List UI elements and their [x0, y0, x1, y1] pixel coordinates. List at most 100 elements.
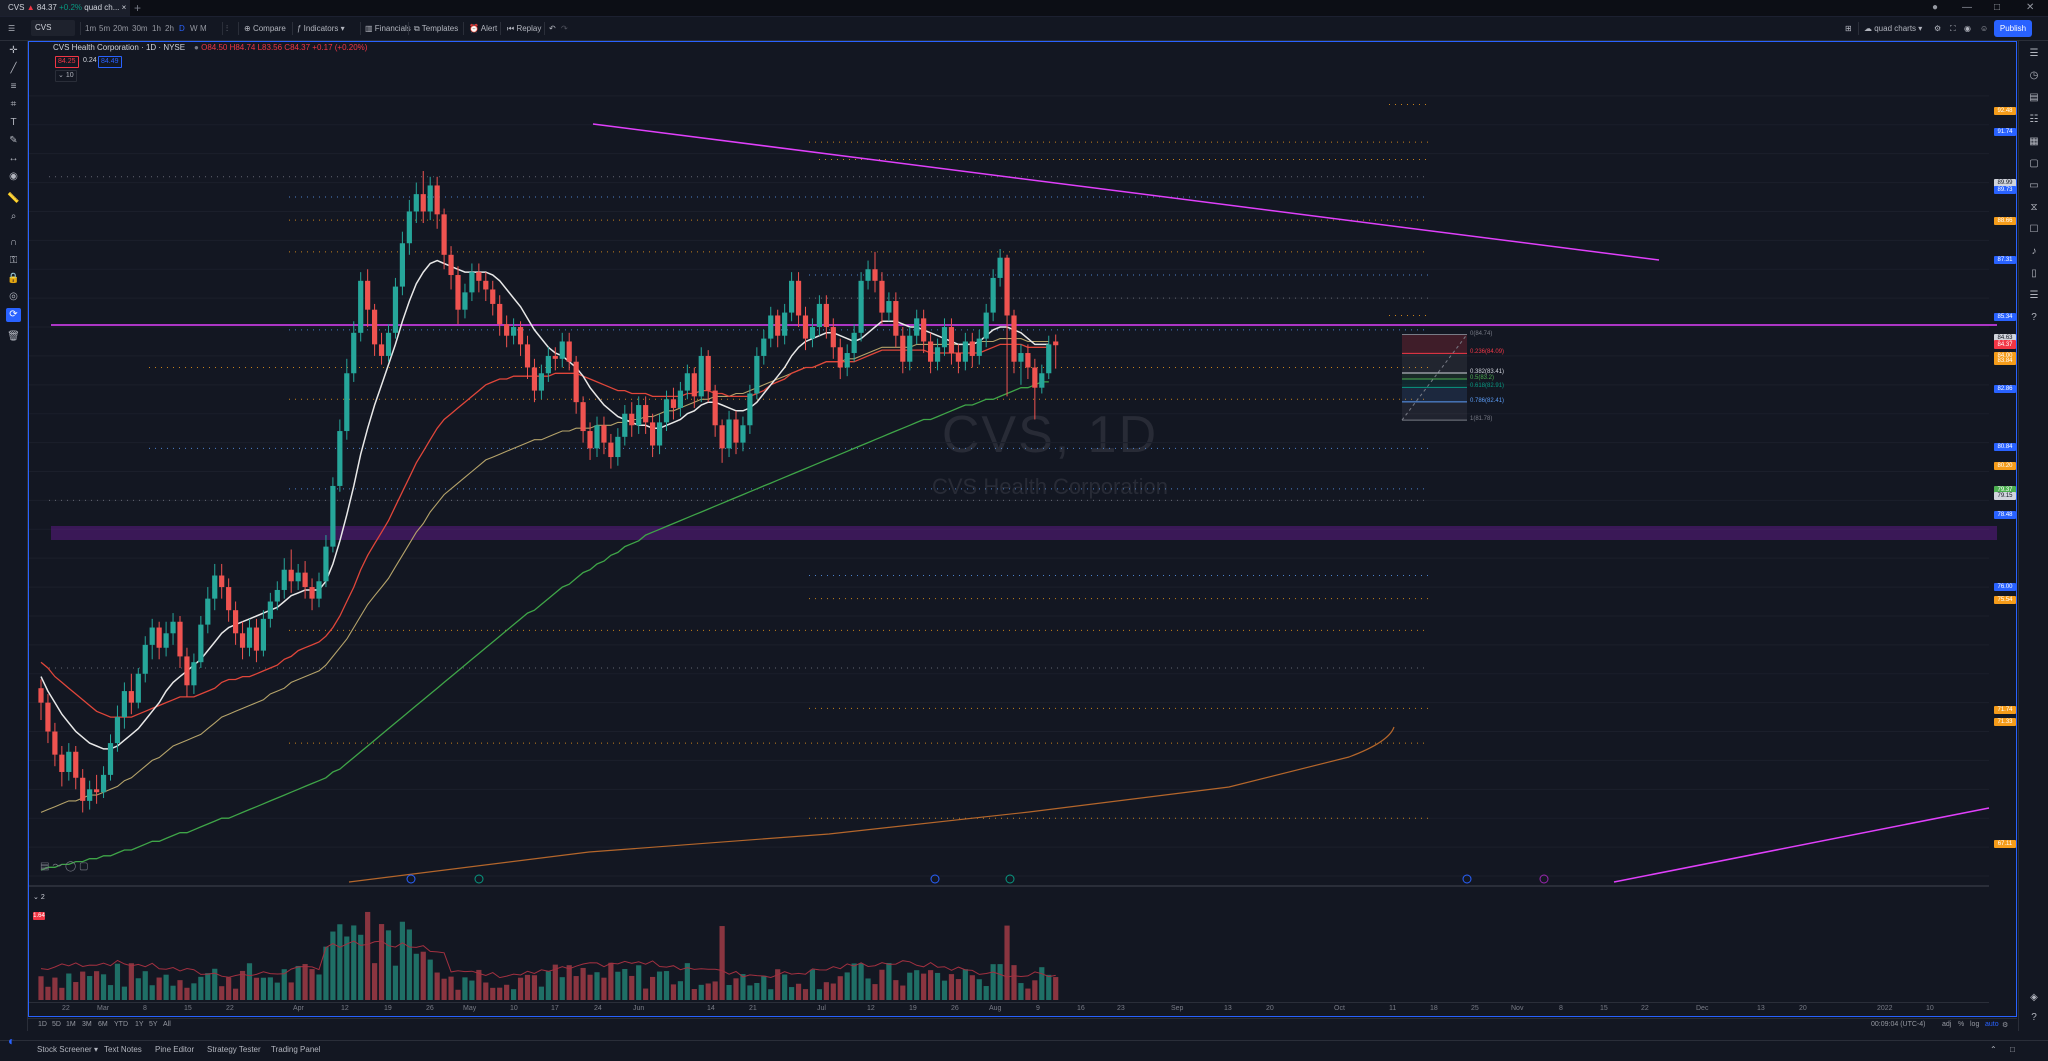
interval-1m[interactable]: 1m: [85, 24, 97, 33]
text-tool-icon[interactable]: T: [10, 117, 17, 128]
trend-line-icon[interactable]: ╱: [10, 63, 17, 74]
range-3m[interactable]: 3M: [82, 1021, 92, 1028]
range-5d[interactable]: 5D: [52, 1021, 61, 1028]
lock-icon[interactable]: 🔒: [7, 273, 20, 284]
log-toggle[interactable]: log: [1970, 1021, 1980, 1028]
brush-tool-icon[interactable]: ✎: [9, 135, 18, 146]
ruler-icon[interactable]: 📏: [7, 193, 20, 204]
date-axis[interactable]: 22 Mar 8 15 22 Apr 12 19 26 May 10 17 24 Jun 14 21 Jul 12…: [29, 1002, 1989, 1017]
pane-divider[interactable]: [29, 885, 1989, 887]
interval-5m[interactable]: 5m: [99, 24, 111, 33]
ask-price[interactable]: 84.49: [98, 56, 122, 68]
sync-drawings-icon[interactable]: ⟳: [6, 308, 21, 322]
hotlist-icon[interactable]: ☷: [2029, 114, 2039, 125]
fib-retracement[interactable]: [1401, 334, 1468, 421]
chat-icon[interactable]: ☐: [2029, 224, 2039, 235]
layout-grid-icon[interactable]: ⊞: [1845, 24, 1852, 33]
fullscreen-icon[interactable]: ⛶: [1950, 24, 1956, 33]
magnet-icon[interactable]: ∩: [9, 237, 18, 248]
window-close-icon[interactable]: ✕: [2026, 2, 2035, 13]
hide-drawings-icon[interactable]: ◎: [9, 291, 18, 302]
support-zone[interactable]: [51, 526, 1997, 540]
rect-mini-icon[interactable]: ▢: [79, 861, 89, 872]
watchlist-icon[interactable]: ☰: [2029, 48, 2039, 59]
interval-1h[interactable]: 1h: [152, 24, 161, 33]
trash-icon[interactable]: 🗑: [7, 331, 20, 342]
help-icon[interactable]: ?: [2031, 312, 2037, 323]
publish-button[interactable]: Publish: [1994, 20, 2032, 37]
chart-type-icon[interactable]: ⫶: [226, 24, 228, 33]
interval-W[interactable]: W: [190, 24, 198, 33]
tab-pine-editor[interactable]: Pine Editor: [155, 1045, 195, 1054]
compare-button[interactable]: ⊕ Compare: [244, 21, 286, 36]
tab-strategy-tester[interactable]: Strategy Tester: [207, 1045, 261, 1054]
undo-icon[interactable]: ↶: [549, 24, 556, 33]
adj-toggle[interactable]: adj: [1942, 1021, 1952, 1028]
snapshot-camera-icon[interactable]: ◉: [1964, 24, 1971, 33]
redo-icon[interactable]: ↷: [561, 24, 568, 33]
price-chart[interactable]: [29, 42, 2018, 1017]
tab-trading-panel[interactable]: Trading Panel: [271, 1045, 321, 1054]
bid-price[interactable]: 84.25: [55, 56, 79, 68]
percent-toggle[interactable]: %: [1958, 1021, 1965, 1028]
range-all[interactable]: All: [163, 1021, 171, 1028]
replay-button[interactable]: ⏮ Replay: [507, 21, 541, 36]
layout-selector[interactable]: ☁ quad charts ▾: [1864, 21, 1922, 36]
streams-icon[interactable]: ⧖: [2030, 202, 2038, 213]
ellipse-mini-icon[interactable]: ◯: [65, 861, 77, 872]
ruler-mini-icon[interactable]: ▤: [40, 861, 50, 872]
browser-tab[interactable]: CVS ▲ 84.37 +0.2% quad ch... ×: [0, 0, 130, 16]
minimize-icon[interactable]: —: [1962, 2, 1972, 13]
maximize-panel-icon[interactable]: □: [2010, 1045, 2015, 1054]
crosshair-icon[interactable]: ✛: [9, 45, 18, 56]
auto-toggle[interactable]: auto: [1985, 1021, 1999, 1028]
calendar-icon[interactable]: ▦: [2029, 136, 2039, 147]
ideas-icon[interactable]: ▢: [2029, 158, 2039, 169]
financials-button[interactable]: ▥ Financials: [365, 21, 411, 36]
profile-icon[interactable]: ●: [1932, 2, 1939, 13]
range-5y[interactable]: 5Y: [149, 1021, 158, 1028]
interval-30m[interactable]: 30m: [132, 24, 148, 33]
range-6m[interactable]: 6M: [98, 1021, 108, 1028]
event-markers[interactable]: [406, 874, 1549, 884]
help-circle-icon[interactable]: ?: [2031, 1012, 2037, 1023]
trend-line[interactable]: [1613, 807, 1990, 883]
indicator-toggle[interactable]: ⌄ 10: [55, 70, 77, 82]
interval-D[interactable]: D: [179, 24, 185, 33]
interval-20m[interactable]: 20m: [113, 24, 129, 33]
range-1d[interactable]: 1D: [38, 1021, 47, 1028]
alert-button[interactable]: ⏰ Alert: [469, 21, 497, 36]
clock[interactable]: 00:09:04 (UTC-4): [1871, 1021, 1926, 1028]
tab-close-icon[interactable]: ×: [121, 3, 127, 12]
collapse-panel-icon[interactable]: ⌃: [1990, 1045, 1997, 1054]
tab-text-notes[interactable]: Text Notes: [104, 1045, 142, 1054]
range-1m[interactable]: 1M: [66, 1021, 76, 1028]
trend-line[interactable]: [592, 123, 1660, 261]
alerts-clock-icon[interactable]: ◷: [2029, 70, 2039, 81]
templates-button[interactable]: ⧉ Templates: [414, 21, 458, 36]
interval-M[interactable]: M: [200, 24, 207, 33]
measure-tool-icon[interactable]: ↔: [8, 153, 19, 164]
range-1y[interactable]: 1Y: [135, 1021, 144, 1028]
tradingview-logo-icon[interactable]: ◐: [8, 1034, 16, 1048]
range-ytd[interactable]: YTD: [114, 1021, 128, 1028]
pattern-tool-icon[interactable]: ⌗: [10, 99, 17, 110]
fib-tool-icon[interactable]: ≡: [10, 81, 17, 92]
interval-2h[interactable]: 2h: [165, 24, 174, 33]
eye-icon[interactable]: ◉: [9, 171, 18, 182]
tab-stock-screener[interactable]: Stock Screener ▾: [37, 1045, 98, 1054]
notes-icon[interactable]: ▭: [2029, 180, 2039, 191]
dom-icon[interactable]: ☰: [2029, 290, 2039, 301]
menu-icon[interactable]: ☰: [8, 24, 16, 33]
new-tab-icon[interactable]: +: [134, 1, 142, 15]
symbol-search[interactable]: CVS: [31, 20, 75, 36]
layers-icon[interactable]: ◈: [2030, 992, 2038, 1003]
path-mini-icon[interactable]: 〜: [52, 861, 63, 872]
data-window-icon[interactable]: ▤: [2029, 92, 2039, 103]
indicators-button[interactable]: ƒ Indicators ▾: [297, 21, 345, 36]
user-avatar-icon[interactable]: ☺: [1980, 24, 1989, 33]
chart-settings-gear-icon[interactable]: ⚙: [2002, 1022, 2009, 1029]
maximize-icon[interactable]: □: [1994, 2, 2001, 13]
zoom-icon[interactable]: ⌕: [10, 211, 17, 222]
order-panel-icon[interactable]: ▯: [2031, 268, 2037, 279]
